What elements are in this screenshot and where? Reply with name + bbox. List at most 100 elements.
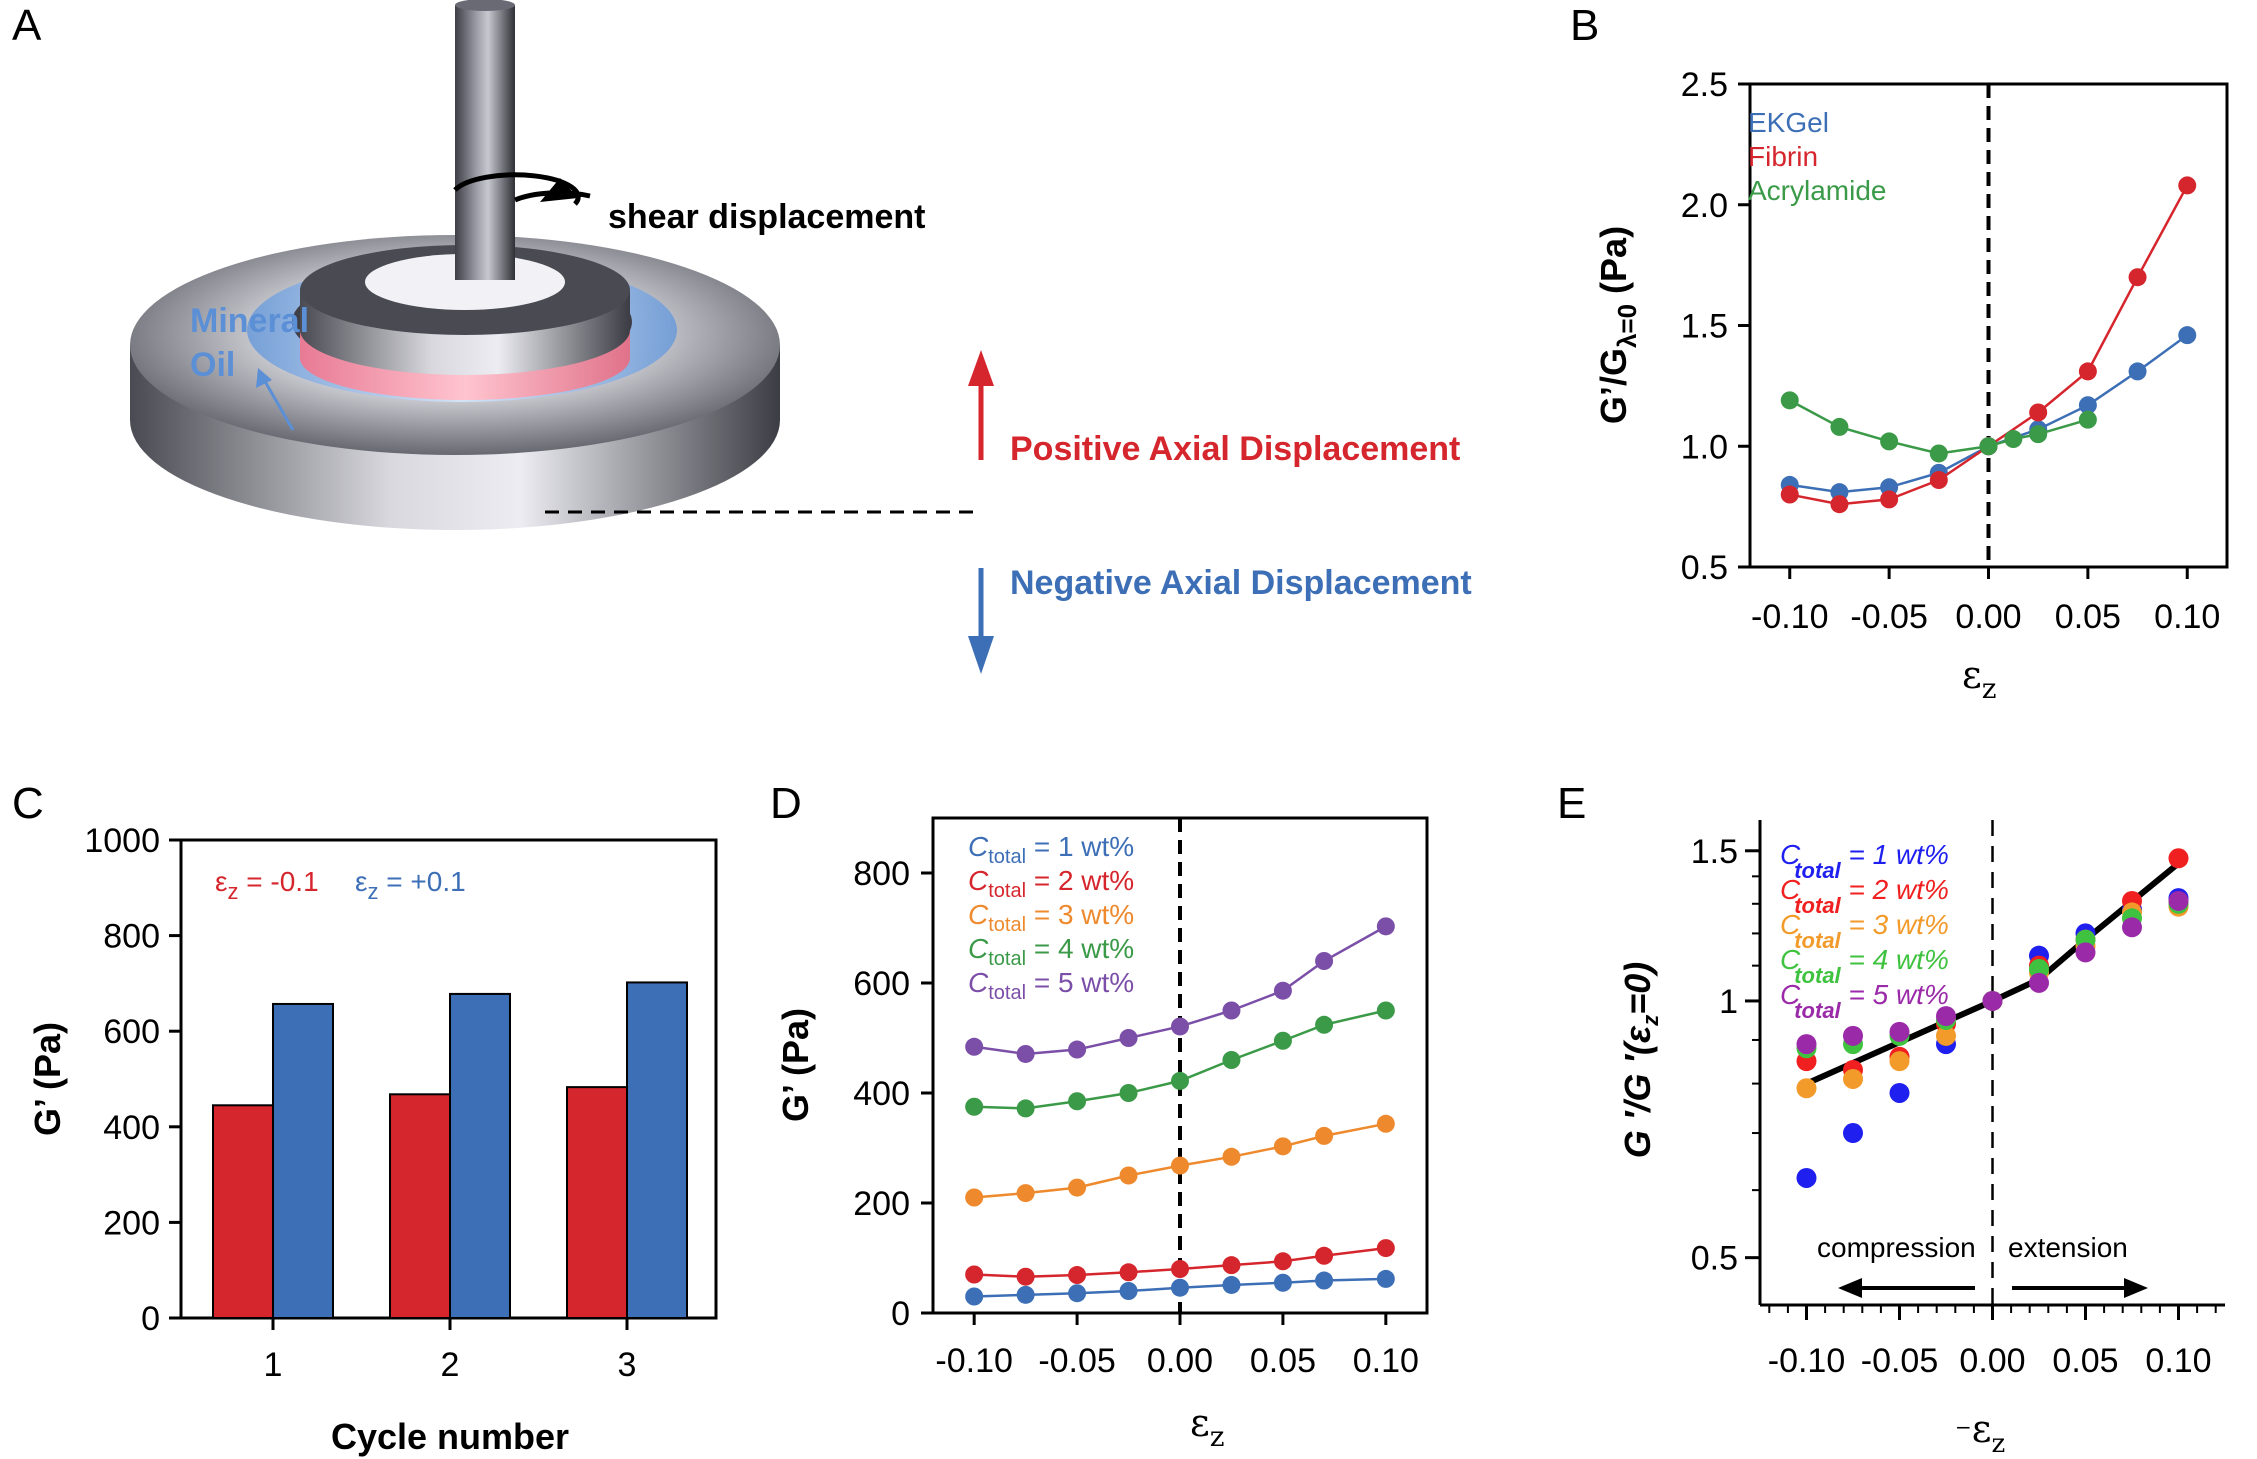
data-point-d <box>1315 1126 1334 1145</box>
panel-b-chart: B -0.10 -0.05 0.00 0.05 0.100.51.01.52.02.5 … <box>1570 1 2229 705</box>
legend-b-acrylamide: Acrylamide <box>1748 175 1886 206</box>
data-point-d <box>1016 1044 1035 1063</box>
data-point-b <box>1880 490 1899 509</box>
bar-c <box>566 1086 628 1319</box>
data-point-d <box>1273 1031 1292 1050</box>
data-point-d <box>1171 1071 1189 1090</box>
legend-symbol-d: C <box>968 899 989 930</box>
data-point-d <box>1376 1269 1395 1288</box>
x-tick-label-e: 0.10 <box>2145 1342 2211 1380</box>
series-line-b <box>1789 184 2189 506</box>
mineral-oil-label-1: Mineral <box>190 302 309 340</box>
data-point-b <box>2078 396 2097 415</box>
data-point-d <box>1119 1263 1138 1282</box>
data-point-d <box>965 1287 984 1306</box>
data-point-e <box>1889 1082 1910 1103</box>
x-tick-label-c: 1 <box>264 1346 283 1384</box>
y-tick-label-b: 1.0 <box>1681 428 1728 466</box>
data-point-d <box>1119 1029 1138 1047</box>
data-point-e <box>2168 848 2189 869</box>
panel-label-d: D <box>770 779 802 828</box>
x-tick-label-b: -0.10 <box>1751 598 1829 636</box>
data-point-b <box>2178 176 2197 195</box>
legend-b: EKGel Fibrin Acrylamide <box>1748 107 1886 206</box>
legend-symbol-d: C <box>968 967 989 998</box>
data-point-e <box>1843 1123 1863 1144</box>
panel-label-a: A <box>12 1 42 50</box>
legend-symbol-e: C <box>1780 909 1801 940</box>
data-point-e <box>1936 1025 1956 1046</box>
y-tick-label-e: 0.5 <box>1691 1240 1738 1278</box>
data-point-e <box>1936 1006 1956 1027</box>
data-point-e <box>1889 1021 1910 1042</box>
data-point-d <box>1016 1285 1035 1304</box>
x-tick-label-b: 0.00 <box>1955 598 2021 636</box>
data-point-b <box>1880 432 1899 451</box>
data-point-d <box>1315 952 1334 970</box>
legend-subscript-d: total <box>988 948 1026 970</box>
data-point-b <box>1929 471 1948 490</box>
legend-symbol-e: C <box>1780 874 1801 905</box>
legend-b-ekgel: EKGel <box>1748 107 1829 138</box>
data-point-d <box>1315 1271 1334 1290</box>
legend-symbol-d: C <box>968 865 989 896</box>
data-point-e <box>2029 959 2049 980</box>
y-tick-label-c: 400 <box>103 1109 160 1147</box>
data-point-d <box>1171 1260 1189 1278</box>
data-point-b <box>2128 268 2147 287</box>
y-tick-label-b: 2.5 <box>1681 66 1728 104</box>
data-point-d <box>1273 1273 1292 1292</box>
legend-symbol-e: C <box>1780 979 1801 1010</box>
data-point-e <box>1796 1078 1817 1099</box>
data-point-d <box>1171 1278 1189 1297</box>
y-tick-label-c: 800 <box>103 918 160 956</box>
data-point-b <box>1780 485 1799 504</box>
legend-symbol-e: C <box>1780 944 1801 975</box>
legend-value-d: = 3 wt% <box>1026 899 1134 930</box>
y-axis-label-e: G ′/G ′(εz=0) <box>1617 962 1663 1159</box>
data-point-d <box>1016 1184 1035 1203</box>
legend-subscript-e: total <box>1794 998 1841 1023</box>
data-point-e <box>1796 1167 1817 1188</box>
data-point-d <box>1222 1256 1241 1275</box>
legend-b-fibrin: Fibrin <box>1748 141 1818 172</box>
legend-value-e: = 5 wt% <box>1841 979 1949 1010</box>
annotation-compression: compression <box>1817 1232 1976 1263</box>
y-axis-label-d: G’ (Pa) <box>775 1008 816 1122</box>
data-point-d <box>965 1097 984 1116</box>
data-point-d <box>1119 1084 1138 1102</box>
data-point-b <box>1979 437 1998 456</box>
panel-a-diagram: A shear displac <box>12 0 1472 674</box>
data-point-e <box>2075 942 2096 963</box>
y-tick-label-b: 1.5 <box>1681 308 1728 346</box>
legend-value-e: = 4 wt% <box>1841 944 1949 975</box>
data-point-e <box>1889 1051 1910 1072</box>
data-point-e <box>1843 1068 1863 1089</box>
legend-value-d: = 5 wt% <box>1026 967 1134 998</box>
bar-c <box>626 981 688 1319</box>
data-point-b <box>2078 410 2097 429</box>
data-point-d <box>1273 1137 1292 1156</box>
legend-subscript-d: total <box>988 880 1026 902</box>
legend-value-d: = 1 wt% <box>1026 831 1134 862</box>
legend-entry-d: Ctotal = 4 wt% <box>968 933 1134 970</box>
data-point-d <box>1222 1001 1241 1020</box>
data-point-e <box>1796 1034 1817 1055</box>
y-tick-label-c: 200 <box>103 1204 160 1242</box>
rheometer-rod <box>455 0 515 280</box>
legend-symbol-d: C <box>968 831 989 862</box>
x-axis-label-c: Cycle number <box>331 1416 569 1457</box>
data-point-d <box>1068 1266 1087 1285</box>
data-point-d <box>1068 1178 1087 1197</box>
data-point-b <box>2029 425 2048 444</box>
data-point-d <box>1119 1166 1138 1185</box>
legend-value-d: = 2 wt% <box>1026 865 1134 896</box>
data-point-d <box>1171 1017 1189 1036</box>
y-tick-label-b: 2.0 <box>1681 187 1728 225</box>
